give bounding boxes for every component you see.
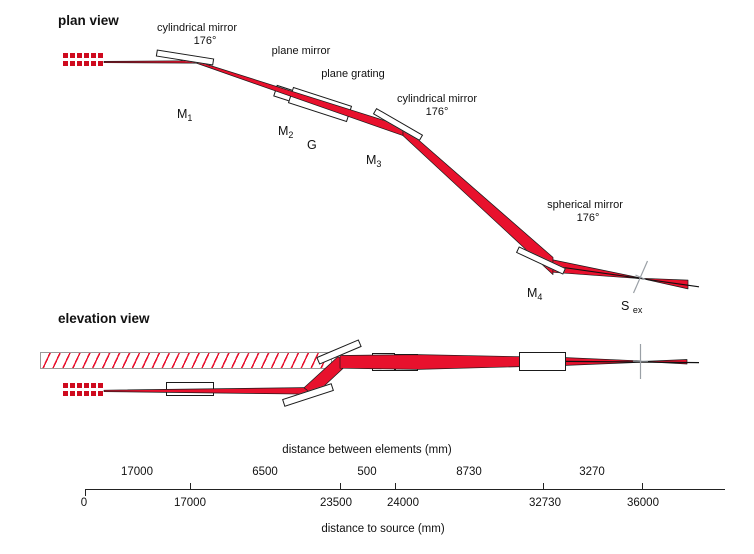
plan-beam-m3-to-m4 — [402, 126, 554, 275]
m3-label-main: M — [366, 153, 377, 167]
position-label-2: 23500 — [320, 497, 352, 509]
source-dots-elevation-row2 — [63, 391, 103, 396]
axis-tick-24000 — [395, 483, 396, 490]
plan-beam-source-to-m1 — [103, 60, 197, 64]
scale-footer: distance to source (mm) — [321, 523, 445, 535]
m1-label-main: M — [177, 107, 188, 121]
position-label-5: 36000 — [627, 497, 659, 509]
m2-label-main: M — [278, 124, 289, 138]
axis-tick-17000 — [190, 483, 191, 490]
source-dots-elevation-row1 — [63, 383, 103, 388]
plan-beam-after-focus — [639, 277, 689, 290]
g-type-label: plane grating — [321, 68, 385, 80]
interval-label-4: 3270 — [579, 466, 605, 478]
axis-tick-36000 — [642, 483, 643, 490]
exit-slit-label-sub: ex — [632, 305, 643, 315]
m2-label-sub: 2 — [288, 130, 294, 140]
g-label: G — [307, 138, 317, 152]
plan-beam-m4-to-focus — [552, 259, 641, 279]
exit-slit-label-main: S — [621, 299, 630, 313]
position-label-4: 32730 — [529, 497, 561, 509]
position-label-1: 17000 — [174, 497, 206, 509]
interval-label-2: 500 — [357, 466, 377, 478]
position-label-0: 0 — [80, 497, 88, 509]
position-label-3: 24000 — [387, 497, 419, 509]
axis-tick-32730 — [543, 483, 544, 490]
m4-label-sub: 4 — [537, 292, 543, 302]
m1-angle-label: 176° — [193, 35, 217, 47]
m4-label-main: M — [527, 286, 538, 300]
plan-view-title: plan view — [58, 13, 119, 28]
m4-angle-label: 176° — [576, 212, 600, 224]
plan-central-ray — [552, 265, 700, 288]
m1-label: M1 — [177, 107, 192, 123]
source-dots-plan-row1 — [63, 53, 103, 58]
elevation-beam-source-to-m2 — [103, 387, 314, 395]
shield-wall-hatched-bar — [40, 352, 332, 369]
m2-type-label: plane mirror — [271, 45, 331, 57]
elevation-mirror-m4-box — [519, 352, 566, 371]
source-dots-plan-row2 — [63, 61, 103, 66]
m2-label: M2 — [278, 124, 293, 140]
m1-label-sub: 1 — [187, 113, 193, 123]
m3-type-label: cylindrical mirror — [396, 93, 478, 105]
scale-axis-line — [85, 489, 725, 490]
plan-exit-slit-crossbar — [635, 274, 646, 280]
interval-label-1: 6500 — [252, 466, 278, 478]
m3-angle-label: 176° — [425, 106, 449, 118]
m3-label: M3 — [366, 153, 381, 169]
interval-label-0: 17000 — [121, 466, 153, 478]
m4-label: M4 — [527, 286, 542, 302]
m4-type-label: spherical mirror — [547, 199, 623, 211]
exit-slit-label: S ex — [621, 299, 642, 315]
elevation-view-title: elevation view — [58, 311, 150, 326]
m1-type-label: cylindrical mirror — [156, 22, 238, 34]
axis-tick-0 — [85, 490, 86, 496]
scale-title: distance between elements (mm) — [282, 444, 452, 456]
m3-label-sub: 3 — [376, 159, 382, 169]
interval-label-3: 8730 — [456, 466, 482, 478]
axis-tick-23500 — [340, 483, 341, 490]
elevation-central-ray — [565, 360, 700, 364]
